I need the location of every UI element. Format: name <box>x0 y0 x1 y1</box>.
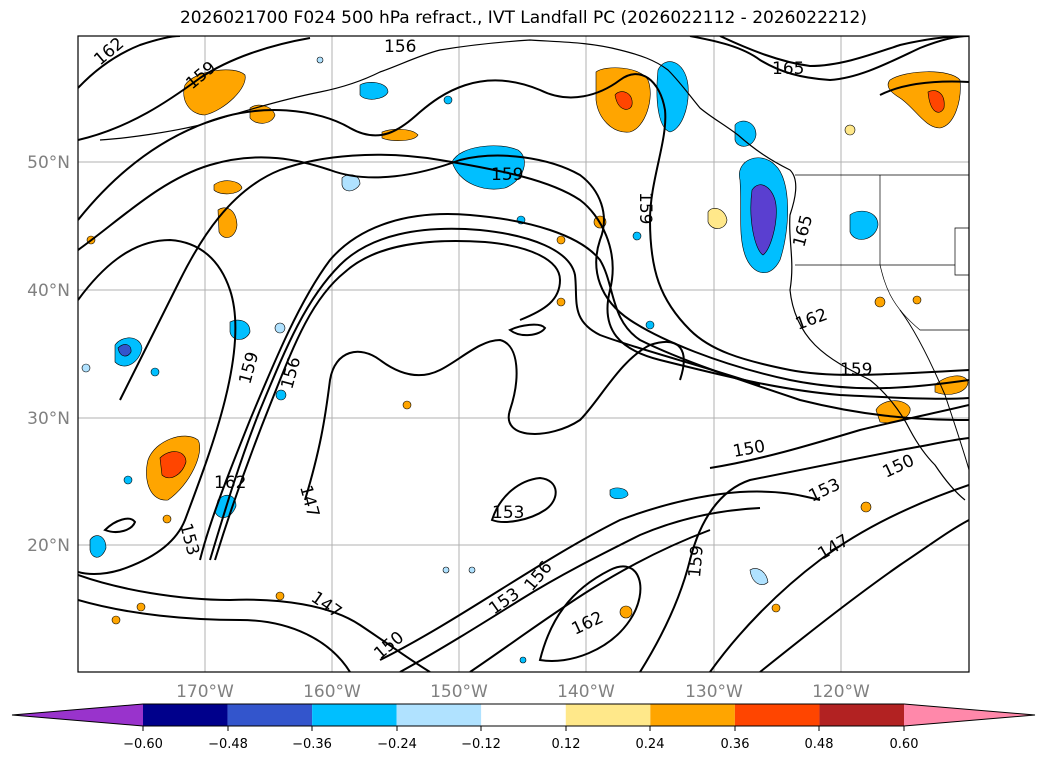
red-blob <box>159 451 187 479</box>
orange-spot <box>111 615 121 625</box>
blue-spot <box>123 475 133 485</box>
contour-label: 159 <box>635 192 655 224</box>
contour-label: 159 <box>840 360 872 380</box>
colorbar-segment <box>565 704 651 726</box>
yellow-blob <box>707 207 728 229</box>
lat-label: 30°N <box>27 409 70 429</box>
blue-blob <box>749 568 769 585</box>
lat-label: 20°N <box>27 536 70 556</box>
lat-label: 50°N <box>27 153 70 173</box>
red-blob <box>614 91 633 110</box>
colorbar-tick-label: 0.36 <box>721 737 750 752</box>
orange-spot <box>402 400 412 410</box>
map-title: 2026021700 F024 500 hPa refract., IVT La… <box>179 8 867 28</box>
lon-label: 130°W <box>685 682 743 702</box>
colorbar-tick-label: 0.48 <box>805 737 834 752</box>
blue-blob <box>849 210 879 240</box>
lon-label: 160°W <box>303 682 361 702</box>
plot-frame <box>77 35 970 673</box>
blue-spot <box>468 566 476 574</box>
blue-spot <box>81 363 91 373</box>
yellow-spot <box>844 124 856 136</box>
orange-spot <box>136 602 146 612</box>
colorbar-segment <box>819 704 904 726</box>
contour-label: 159 <box>491 165 523 185</box>
blue-blob <box>89 535 107 558</box>
orange-blob <box>213 180 243 195</box>
blue-spot <box>150 367 160 377</box>
blue-spot <box>519 656 527 664</box>
blue-spot <box>274 322 286 334</box>
colorbar-segment <box>734 704 820 726</box>
colorbar-segment <box>396 704 482 726</box>
colorbar-tick-label: −0.60 <box>123 737 163 752</box>
lon-label: 140°W <box>557 682 615 702</box>
colorbar-segment <box>481 704 566 726</box>
orange-spot <box>275 591 285 601</box>
colorbar-segments <box>11 703 1036 727</box>
colorbar-tick-label: 0.24 <box>636 737 665 752</box>
orange-spot <box>860 501 872 513</box>
colorbar-ticks <box>142 726 905 731</box>
height-contours <box>78 36 969 672</box>
contour-label: 156 <box>384 37 416 57</box>
purple-blob <box>117 344 132 357</box>
lon-label: 120°W <box>812 682 870 702</box>
orange-spot <box>162 514 172 524</box>
blue-blob <box>734 120 757 147</box>
contour-label: 162 <box>214 473 246 493</box>
blue-spot <box>632 231 642 241</box>
lat-label: 40°N <box>27 281 70 301</box>
orange-spot <box>771 603 781 613</box>
colorbar-segment <box>312 704 397 726</box>
blue-spot <box>275 389 287 401</box>
plot-area: 162 159 156 159 165 159 165 162 159 159 … <box>78 36 969 672</box>
blue-spot <box>645 320 655 330</box>
contour-label: 153 <box>492 503 524 523</box>
blue-blob <box>359 82 389 100</box>
lon-label: 170°W <box>176 682 234 702</box>
colorbar-tick-label: −0.48 <box>208 737 248 752</box>
colorbar-segment <box>904 704 1035 726</box>
contour-label: 159 <box>685 544 708 578</box>
colorbar-segment <box>143 704 228 726</box>
colorbar-tick-label: 0.60 <box>890 737 919 752</box>
purple-blob <box>750 184 777 256</box>
orange-spot <box>874 296 886 308</box>
blue-blob <box>609 487 629 500</box>
red-blob <box>927 90 945 113</box>
colorbar-segment <box>650 704 735 726</box>
contour-label: 165 <box>772 59 804 79</box>
colorbar-segment <box>12 704 143 726</box>
colorbar-tick-label: −0.36 <box>292 737 332 752</box>
colorbar-tick-label: −0.12 <box>461 737 501 752</box>
longitude-labels: 170°W 160°W 150°W 140°W 130°W 120°W <box>176 682 870 702</box>
colorbar-tick-label: −0.24 <box>377 737 417 752</box>
colorbar: −0.60 −0.48 −0.36 −0.24 −0.12 0.12 0.24 … <box>11 703 1036 752</box>
shaded-features <box>81 56 969 664</box>
coastlines <box>99 39 969 501</box>
colorbar-segment <box>227 704 313 726</box>
orange-blob <box>217 207 238 238</box>
orange-spot <box>556 297 566 307</box>
orange-spot <box>912 295 922 305</box>
latitude-labels: 50°N 40°N 30°N 20°N <box>27 153 70 556</box>
orange-spot <box>556 235 566 245</box>
orange-blob <box>183 69 246 116</box>
blue-spot <box>442 566 450 574</box>
blue-spot <box>443 95 453 105</box>
blue-spot <box>316 56 324 64</box>
orange-spot <box>619 605 633 619</box>
lon-label: 150°W <box>430 682 488 702</box>
state-borders <box>795 174 969 331</box>
colorbar-tick-label: 0.12 <box>552 737 581 752</box>
